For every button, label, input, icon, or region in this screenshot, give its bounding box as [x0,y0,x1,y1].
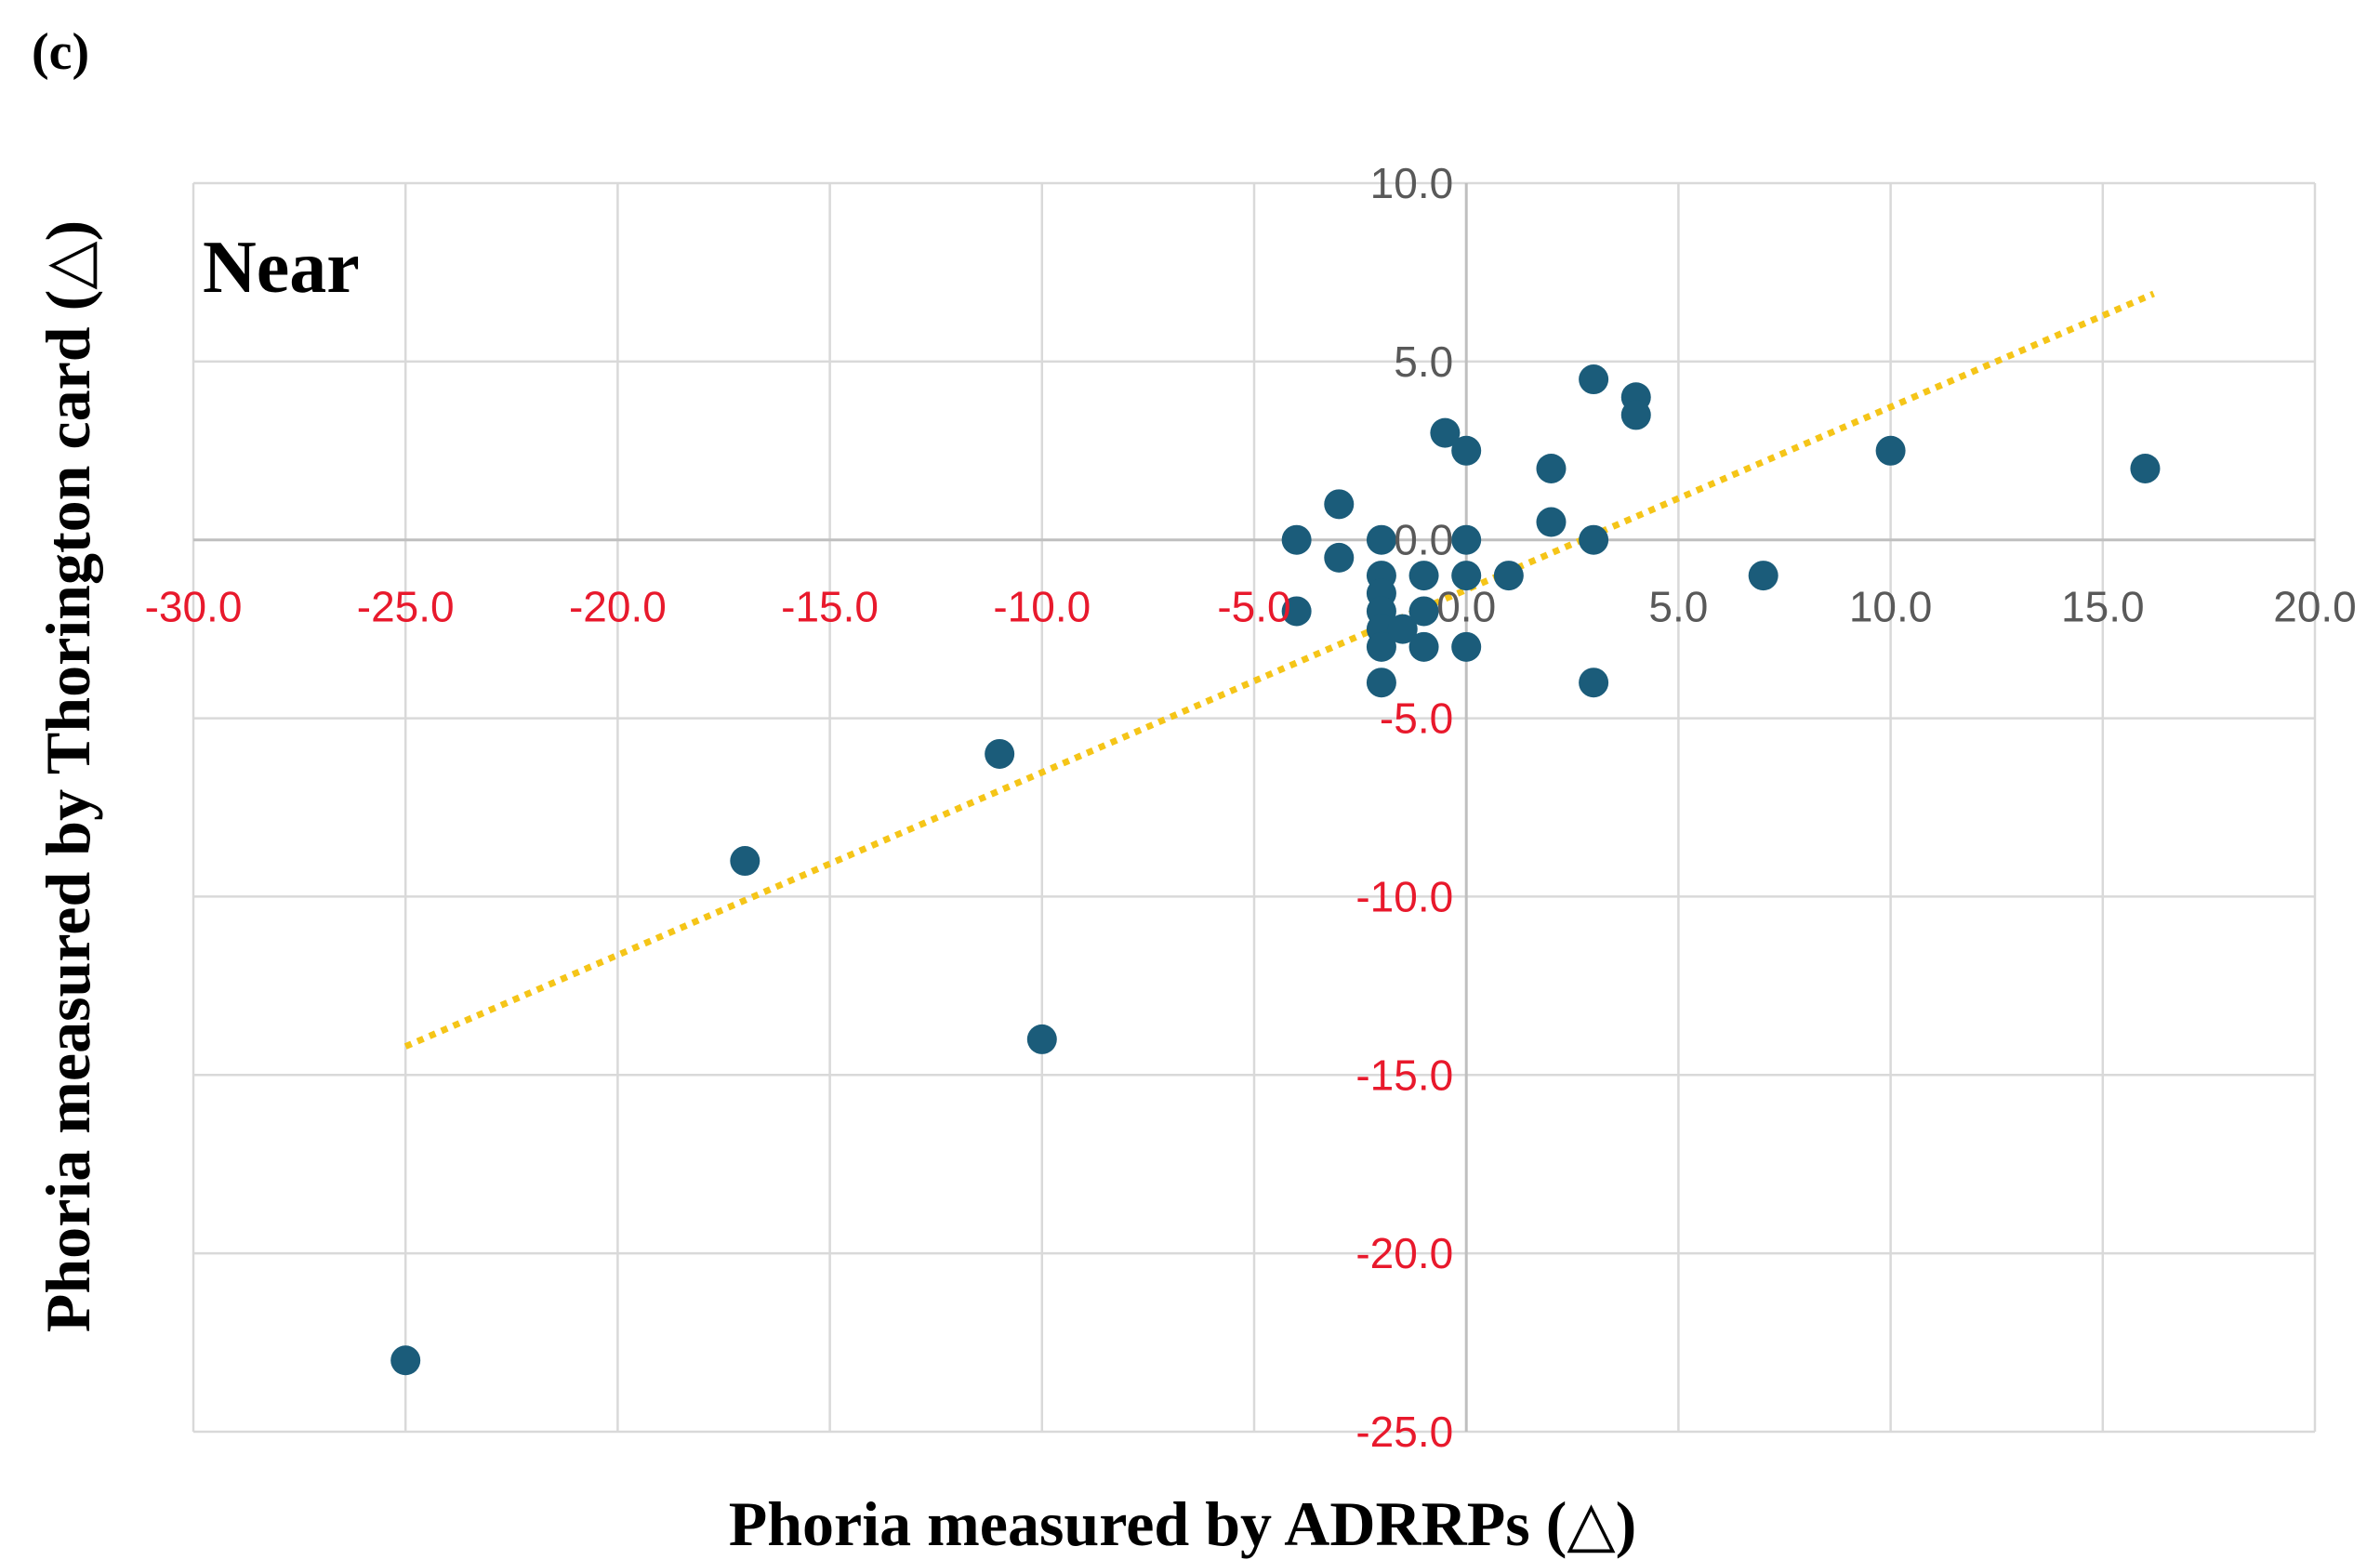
data-point [1493,561,1524,591]
data-point [2130,453,2161,483]
y-axis-label: Phoria measured by Thorington card (△) [33,220,103,1332]
trendline-layer [403,290,2155,1050]
data-point [1408,631,1439,662]
data-point [390,1345,421,1376]
data-point [1579,364,1609,395]
data-point [1536,453,1567,483]
data-point [985,738,1015,769]
x-tick-label: -20.0 [569,583,667,631]
grid [192,181,2317,1434]
chart-annotation: Near [203,227,360,309]
x-tick-label: 15.0 [2061,583,2145,631]
data-point [1281,596,1312,627]
data-point [1620,400,1651,430]
panel-label: (c) [32,23,89,81]
data-points [390,364,2161,1376]
x-tick-label: 5.0 [1648,583,1708,631]
data-point [1366,631,1396,662]
y-tick-label: 5.0 [1394,337,1453,386]
data-point [1366,524,1396,555]
data-point [1366,668,1396,698]
y-tick-label: -10.0 [1355,872,1453,920]
x-tick-label: -5.0 [1217,583,1290,631]
data-point [1281,524,1312,555]
data-point [1451,435,1482,466]
x-axis-label: Phoria measured by ADRRPs (△) [729,1488,1637,1559]
tick-labels: -30.0 -25.0 -20.0 -15.0 -10.0 -5.0 0.0 5.0 10.0 1… [145,159,2357,1456]
data-point [1579,524,1609,555]
trendline [403,290,2155,1050]
y-tick-label: -25.0 [1355,1408,1453,1456]
y-tick-label: -15.0 [1355,1051,1453,1099]
data-point [1430,417,1461,448]
x-tick-label: -10.0 [993,583,1091,631]
x-tick-label: 0.0 [1436,583,1496,631]
data-point [1451,561,1482,591]
x-tick-label: -25.0 [357,583,455,631]
y-tick-label: -20.0 [1355,1229,1453,1277]
y-tick-label: 0.0 [1394,516,1453,564]
axes [193,183,2315,1432]
data-point [1536,507,1567,537]
data-point [1579,668,1609,698]
x-tick-label: 10.0 [1849,583,1933,631]
data-point [730,846,760,877]
data-point [1451,524,1482,555]
data-point [1324,542,1355,573]
x-tick-label: -30.0 [145,583,243,631]
data-point [1026,1024,1057,1054]
y-tick-label: -5.0 [1380,694,1453,743]
data-point [1451,631,1482,662]
x-tick-label: 20.0 [2273,583,2357,631]
data-point [1875,435,1906,466]
data-point [1408,561,1439,591]
data-point [1387,614,1418,644]
data-point [1324,489,1355,520]
data-point [1408,596,1439,627]
x-tick-label: -15.0 [781,583,879,631]
y-tick-label: 10.0 [1370,159,1454,207]
data-point [1748,561,1778,591]
